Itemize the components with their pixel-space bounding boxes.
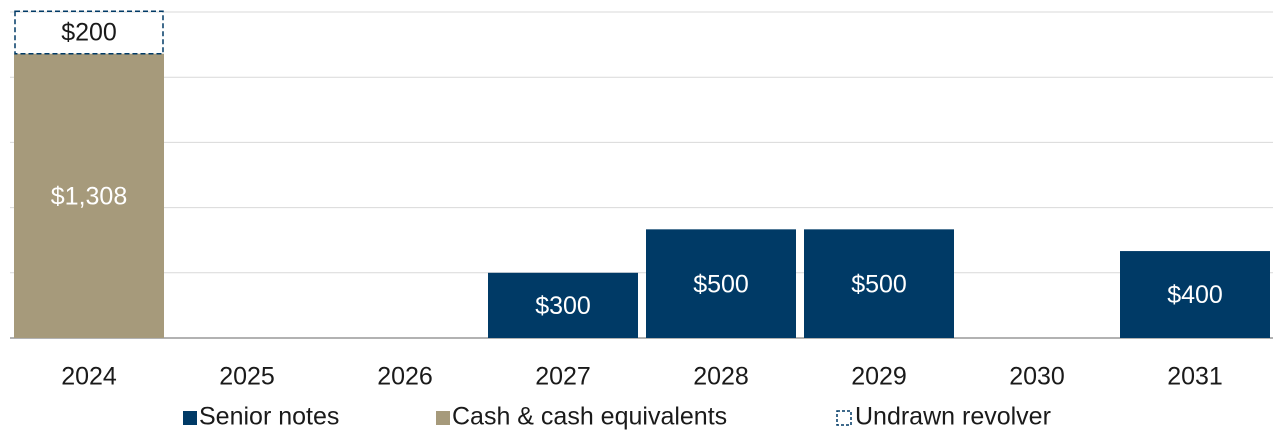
- x-tick-label: 2030: [1009, 363, 1065, 391]
- data-label: $500: [693, 270, 749, 298]
- legend-label: Senior notes: [199, 403, 339, 431]
- data-label: $500: [851, 270, 907, 298]
- x-tick-label: 2026: [377, 363, 433, 391]
- legend-marker: [436, 411, 450, 425]
- bar: [14, 10, 164, 55]
- legend-label: Cash & cash equivalents: [452, 403, 727, 431]
- legend-marker: [836, 410, 852, 426]
- data-label: $400: [1167, 281, 1223, 309]
- bar: [646, 229, 796, 338]
- bar: [1120, 251, 1270, 338]
- bar: [488, 272, 638, 338]
- x-tick-label: 2029: [851, 363, 907, 391]
- x-tick-label: 2025: [219, 363, 275, 391]
- x-tick-label: 2028: [693, 363, 749, 391]
- data-label: $1,308: [51, 182, 127, 210]
- bar: [14, 53, 164, 339]
- bar: [804, 229, 954, 338]
- data-label: $200: [61, 19, 117, 47]
- data-label: $300: [535, 292, 591, 320]
- legend-label: Undrawn revolver: [855, 403, 1051, 431]
- x-tick-label: 2027: [535, 363, 591, 391]
- legend-marker: [183, 411, 197, 425]
- x-tick-label: 2024: [61, 363, 117, 391]
- x-tick-label: 2031: [1167, 363, 1223, 391]
